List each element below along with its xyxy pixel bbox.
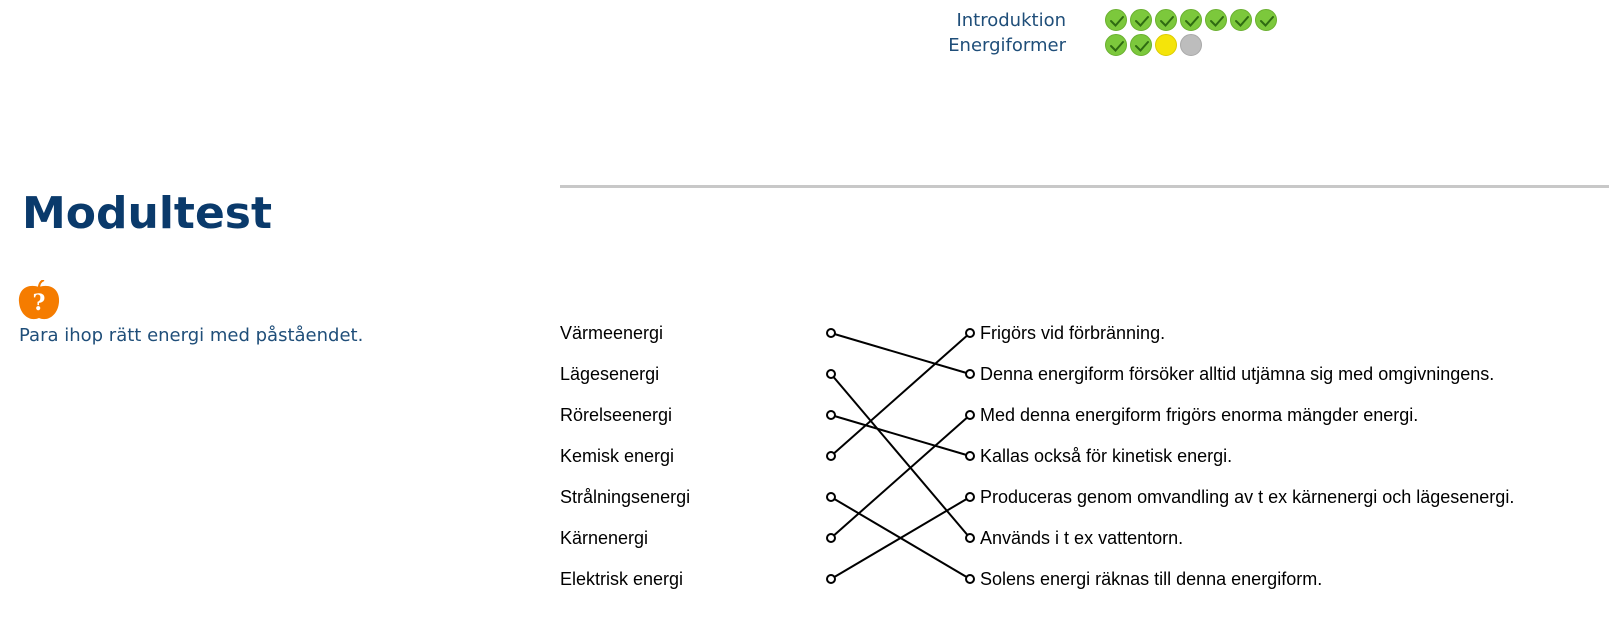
progress-dot-done bbox=[1180, 9, 1202, 31]
match-connection-line bbox=[830, 414, 971, 539]
page-title: Modultest bbox=[22, 188, 273, 239]
match-right-item: Med denna energiform frigörs enorma mäng… bbox=[980, 405, 1419, 425]
progress-dot-done bbox=[1155, 9, 1177, 31]
checkmark-icon bbox=[1185, 16, 1199, 27]
match-right-item: Kallas också för kinetisk energi. bbox=[980, 446, 1233, 466]
match-right-item: Solens energi räknas till denna energifo… bbox=[980, 569, 1323, 589]
match-connection-line bbox=[830, 373, 971, 539]
checkmark-icon bbox=[1160, 16, 1174, 27]
right-connector-handle[interactable] bbox=[965, 451, 975, 461]
match-right-item: Denna energiform försöker alltid utjämna… bbox=[980, 364, 1495, 384]
match-connection-line bbox=[830, 332, 971, 457]
progress-label: Introduktion bbox=[956, 10, 1066, 31]
left-connector-handle[interactable] bbox=[826, 328, 836, 338]
match-connection-line bbox=[830, 496, 971, 580]
progress-dot-done bbox=[1105, 34, 1127, 56]
left-connector-handle[interactable] bbox=[826, 533, 836, 543]
progress-label: Energiformer bbox=[948, 35, 1066, 56]
progress-dot-todo bbox=[1180, 34, 1202, 56]
match-left-item: Elektrisk energi bbox=[560, 569, 684, 589]
checkmark-icon bbox=[1110, 41, 1124, 52]
right-connector-handle[interactable] bbox=[965, 410, 975, 420]
match-right-item: Produceras genom omvandling av t ex kärn… bbox=[980, 487, 1515, 507]
progress-dot-done bbox=[1130, 9, 1152, 31]
left-connector-handle[interactable] bbox=[826, 369, 836, 379]
match-right-item: Används i t ex vattentorn. bbox=[980, 528, 1184, 548]
left-connector-handle[interactable] bbox=[826, 492, 836, 502]
checkmark-icon bbox=[1135, 41, 1149, 52]
match-right-item: Frigörs vid förbränning. bbox=[980, 323, 1166, 343]
progress-dot-done bbox=[1255, 9, 1277, 31]
match-left-item: Strålningsenergi bbox=[560, 487, 691, 507]
checkmark-icon bbox=[1110, 16, 1124, 27]
checkmark-icon bbox=[1210, 16, 1224, 27]
checkmark-icon bbox=[1135, 16, 1149, 27]
left-connector-handle[interactable] bbox=[826, 410, 836, 420]
question-apple-icon: ? bbox=[18, 280, 60, 320]
left-connector-handle[interactable] bbox=[826, 574, 836, 584]
match-connection-line bbox=[830, 332, 971, 375]
match-connection-line bbox=[830, 414, 971, 457]
question-mark-glyph: ? bbox=[33, 290, 46, 316]
right-connector-handle[interactable] bbox=[965, 369, 975, 379]
progress-dot-done bbox=[1230, 9, 1252, 31]
progress-dot-done bbox=[1130, 34, 1152, 56]
checkmark-icon bbox=[1260, 16, 1274, 27]
right-connector-handle[interactable] bbox=[965, 574, 975, 584]
match-left-item: Kemisk energi bbox=[560, 446, 675, 466]
question-instruction: Para ihop rätt energi med påståendet. bbox=[19, 325, 364, 346]
progress-dot-done bbox=[1105, 9, 1127, 31]
progress-row-energiformer[interactable]: Energiformer bbox=[0, 34, 1290, 58]
checkmark-icon bbox=[1235, 16, 1249, 27]
progress-dot-current bbox=[1155, 34, 1177, 56]
right-connector-handle[interactable] bbox=[965, 328, 975, 338]
progress-row-introduktion[interactable]: Introduktion bbox=[0, 9, 1290, 33]
right-connector-handle[interactable] bbox=[965, 533, 975, 543]
match-left-item: Värmeenergi bbox=[560, 323, 664, 343]
right-connector-handle[interactable] bbox=[965, 492, 975, 502]
match-left-item: Rörelseenergi bbox=[560, 405, 673, 425]
title-divider bbox=[560, 185, 1609, 188]
left-connector-handle[interactable] bbox=[826, 451, 836, 461]
match-left-item: Lägesenergi bbox=[560, 364, 660, 384]
match-left-item: Kärnenergi bbox=[560, 528, 649, 548]
progress-dot-done bbox=[1205, 9, 1227, 31]
